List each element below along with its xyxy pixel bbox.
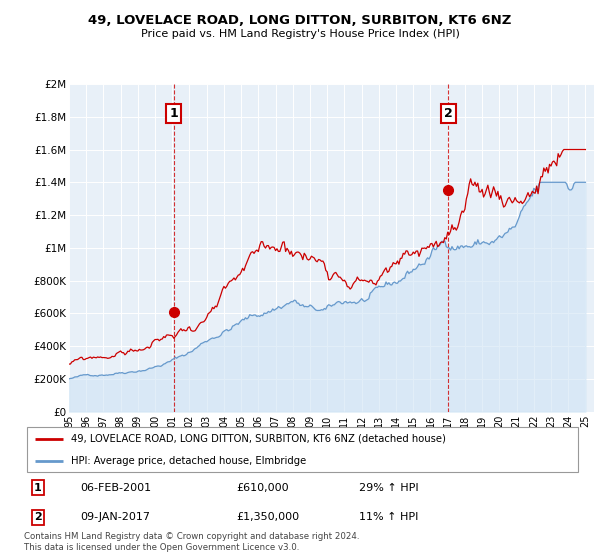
Text: 29% ↑ HPI: 29% ↑ HPI bbox=[359, 483, 418, 493]
Text: £610,000: £610,000 bbox=[236, 483, 289, 493]
Text: 49, LOVELACE ROAD, LONG DITTON, SURBITON, KT6 6NZ (detached house): 49, LOVELACE ROAD, LONG DITTON, SURBITON… bbox=[71, 434, 446, 444]
Text: 06-FEB-2001: 06-FEB-2001 bbox=[80, 483, 151, 493]
Text: 2: 2 bbox=[34, 512, 42, 522]
Text: £1,350,000: £1,350,000 bbox=[236, 512, 299, 522]
Text: Contains HM Land Registry data © Crown copyright and database right 2024.: Contains HM Land Registry data © Crown c… bbox=[24, 532, 359, 542]
Text: 09-JAN-2017: 09-JAN-2017 bbox=[80, 512, 150, 522]
Text: 1: 1 bbox=[169, 107, 178, 120]
Text: HPI: Average price, detached house, Elmbridge: HPI: Average price, detached house, Elmb… bbox=[71, 456, 307, 466]
Text: 1: 1 bbox=[34, 483, 42, 493]
Text: 11% ↑ HPI: 11% ↑ HPI bbox=[359, 512, 418, 522]
Text: Price paid vs. HM Land Registry's House Price Index (HPI): Price paid vs. HM Land Registry's House … bbox=[140, 29, 460, 39]
Text: This data is licensed under the Open Government Licence v3.0.: This data is licensed under the Open Gov… bbox=[24, 543, 299, 552]
Text: 49, LOVELACE ROAD, LONG DITTON, SURBITON, KT6 6NZ: 49, LOVELACE ROAD, LONG DITTON, SURBITON… bbox=[88, 14, 512, 27]
Text: 2: 2 bbox=[444, 107, 452, 120]
FancyBboxPatch shape bbox=[27, 427, 578, 472]
